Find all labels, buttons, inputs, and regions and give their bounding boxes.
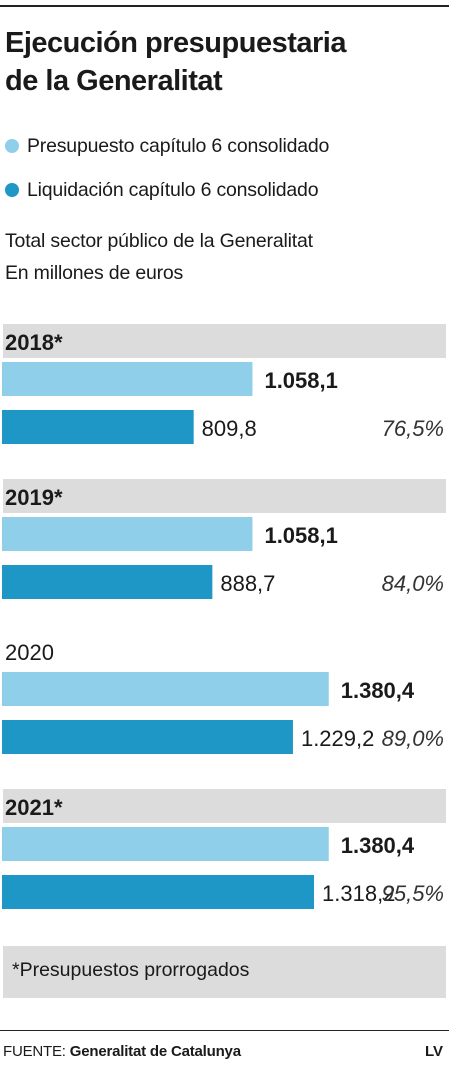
category-label-1: 2019* xyxy=(5,485,63,510)
category-band-3 xyxy=(3,789,446,823)
source-line: FUENTE: Generalitat de Catalunya xyxy=(3,1043,241,1060)
bar-presupuesto-3 xyxy=(2,827,329,861)
subtitle-line-2: En millones de euros xyxy=(5,262,184,284)
execution-pct-3: 95,5% xyxy=(382,881,444,906)
value-label-presupuesto-2: 1.380,4 xyxy=(341,678,415,703)
value-label-liquidacion-3: 1.318,2 xyxy=(322,881,395,906)
category-label-2: 2020 xyxy=(5,640,54,665)
category-label-3: 2021* xyxy=(5,795,63,820)
value-label-presupuesto-1: 1.058,1 xyxy=(264,523,337,548)
execution-pct-2: 89,0% xyxy=(382,726,444,751)
value-label-liquidacion-2: 1.229,2 xyxy=(301,726,374,751)
bar-chart: 2018* 1.058,1 809,8 76,5% 2019* 1.058,1 888,7 8… xyxy=(2,324,446,909)
value-label-liquidacion-0: 809,8 xyxy=(202,416,257,441)
legend-dot-liquidacion xyxy=(5,183,19,197)
source-label: FUENTE: xyxy=(3,1043,66,1060)
value-label-liquidacion-1: 888,7 xyxy=(220,571,275,596)
category-label-0: 2018* xyxy=(5,330,63,355)
subtitle-line-1: Total sector público de la Generalitat xyxy=(5,230,313,252)
value-label-presupuesto-0: 1.058,1 xyxy=(264,368,337,393)
bar-presupuesto-2 xyxy=(2,672,329,706)
bar-liquidacion-1 xyxy=(2,565,213,599)
category-band-0 xyxy=(3,324,446,358)
legend-item-liquidacion: Liquidación capítulo 6 consolidado xyxy=(5,168,449,212)
source-name: Generalitat de Catalunya xyxy=(69,1043,241,1060)
bottom-rule xyxy=(0,1030,449,1031)
brand-logo: LV xyxy=(424,1043,443,1060)
bar-liquidacion-3 xyxy=(2,875,315,909)
legend: Presupuesto capítulo 6 consolidado Liqui… xyxy=(5,124,449,212)
category-band-1 xyxy=(3,479,446,513)
top-rule xyxy=(0,5,449,7)
legend-label-liquidacion: Liquidación capítulo 6 consolidado xyxy=(27,178,319,201)
legend-label-presupuesto: Presupuesto capítulo 6 consolidado xyxy=(27,134,330,157)
chart-title: Ejecución presupuestaria de la Generalit… xyxy=(5,24,445,100)
footnote-text: *Presupuestos prorrogados xyxy=(12,959,250,981)
title-line-2: de la Generalitat xyxy=(5,65,223,97)
bar-presupuesto-0 xyxy=(2,362,253,396)
bar-liquidacion-0 xyxy=(2,410,194,444)
bar-presupuesto-1 xyxy=(2,517,253,551)
execution-pct-1: 84,0% xyxy=(382,571,444,596)
chart-subtitle: Total sector público de la Generalitat E… xyxy=(5,225,445,289)
title-line-1: Ejecución presupuestaria xyxy=(5,27,346,59)
legend-dot-presupuesto xyxy=(5,139,19,153)
bar-liquidacion-2 xyxy=(2,720,293,754)
execution-pct-0: 76,5% xyxy=(382,416,444,441)
footnote-box: *Presupuestos prorrogados xyxy=(3,946,446,998)
value-label-presupuesto-3: 1.380,4 xyxy=(341,833,415,858)
legend-item-presupuesto: Presupuesto capítulo 6 consolidado xyxy=(5,124,449,168)
